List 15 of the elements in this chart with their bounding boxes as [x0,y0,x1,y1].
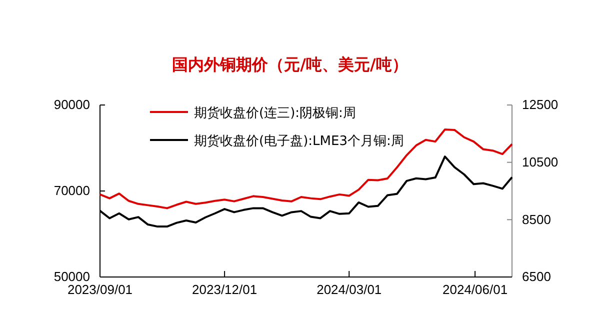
y2-tick-label: 10500 [522,154,558,170]
legend-label: 期货收盘价(电子盘):LME3个月铜:周 [194,134,404,149]
line-series [99,128,513,210]
y2-tick-label: 6500 [522,269,551,284]
y-tick-label: 70000 [54,183,90,198]
chart-title: 国内外铜期价（元/吨、美元/吨） [172,55,408,74]
x-tick-label: 2024/03/01 [316,282,382,298]
x-tick-label: 2024/06/01 [442,282,508,298]
y2-tick-label: 12500 [522,97,558,112]
x-tick-label: 2023/12/01 [192,282,258,298]
x-tick-label: 2023/09/01 [67,282,133,298]
y-tick-label: 90000 [54,97,90,112]
legend-label: 期货收盘价(连三):阴极铜:周 [194,106,356,121]
y2-tick-label: 8500 [522,212,551,227]
y-tick-label: 50000 [54,269,90,284]
